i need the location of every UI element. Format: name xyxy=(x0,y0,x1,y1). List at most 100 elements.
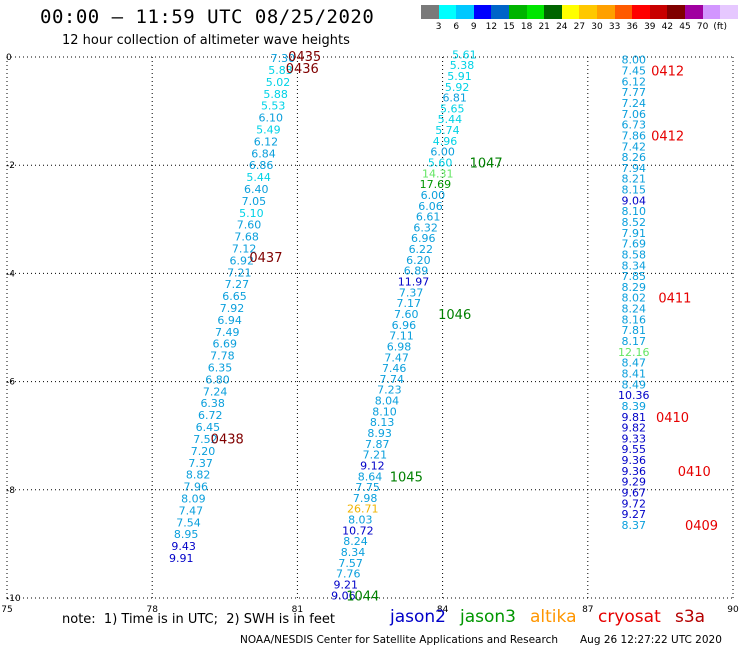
scale-label: 15 xyxy=(503,22,515,32)
y-tick-label: -10 xyxy=(6,594,21,604)
wave-height-value: 7.98 xyxy=(353,492,378,505)
wave-height-value: 7.23 xyxy=(377,384,402,397)
wave-height-value: 8.17 xyxy=(622,335,647,348)
scale-label: 27 xyxy=(573,22,586,32)
wave-height-value: 8.39 xyxy=(622,400,647,413)
y-tick-label: 0 xyxy=(6,53,12,63)
wave-height-value: 7.37 xyxy=(188,457,213,470)
scale-swatch xyxy=(737,5,740,19)
wave-height-value: 8.34 xyxy=(341,546,366,559)
wave-height-value: 7.45 xyxy=(622,65,647,78)
scale-swatch xyxy=(720,5,738,19)
scale-swatch xyxy=(421,5,439,19)
wave-height-value: 14.31 xyxy=(422,167,454,180)
satellite-label-jason3: jason3 xyxy=(460,607,516,627)
wave-height-value: 6.40 xyxy=(244,183,269,196)
wave-height-value: 9.91 xyxy=(169,552,194,565)
wave-height-value: 5.44 xyxy=(438,113,463,126)
wave-height-value: 8.04 xyxy=(375,395,400,408)
wave-height-value: 7.68 xyxy=(234,231,259,244)
wave-height-value: 9.06 xyxy=(331,589,356,602)
wave-height-value: 7.85 xyxy=(622,270,647,283)
y-tick-label: -4 xyxy=(6,269,15,279)
wave-height-value: 8.47 xyxy=(622,357,647,370)
wave-height-value: 7.20 xyxy=(191,445,216,458)
wave-height-value: 7.91 xyxy=(622,227,647,240)
wave-height-value: 8.00 xyxy=(622,54,647,67)
wave-height-value: 4.96 xyxy=(433,135,458,148)
pass-time-label: 0410 xyxy=(678,465,711,480)
wave-height-value: 6.72 xyxy=(198,409,223,422)
wave-height-value: 9.04 xyxy=(622,194,647,207)
wave-height-value: 6.86 xyxy=(249,159,274,172)
wave-height-value: 12.16 xyxy=(618,346,650,359)
wave-height-value: 8.64 xyxy=(358,470,383,483)
wave-height-value: 26.71 xyxy=(347,503,379,516)
wave-height-value: 6.00 xyxy=(421,189,446,202)
wave-height-value: 8.10 xyxy=(622,205,647,218)
wave-height-value: 5.74 xyxy=(435,124,460,137)
pass-time-label: 0410 xyxy=(656,411,689,426)
wave-height-value: 6.32 xyxy=(413,221,438,234)
scale-swatch xyxy=(667,5,685,19)
wave-height-value: 7.94 xyxy=(622,162,647,175)
wave-height-value: 7.42 xyxy=(622,140,647,153)
wave-height-value: 6.12 xyxy=(254,135,279,148)
wave-height-value: 6.35 xyxy=(208,362,233,375)
pass-time-label: 0412 xyxy=(651,129,684,144)
y-tick-label: -8 xyxy=(6,486,15,496)
scale-swatch xyxy=(649,5,668,19)
pass-time-label: 0438 xyxy=(211,432,244,447)
wave-height-value: 6.84 xyxy=(251,147,276,160)
wave-height-value: 8.29 xyxy=(622,281,647,294)
wave-height-value: 6.98 xyxy=(387,340,412,353)
pass-time-label: 1045 xyxy=(390,470,423,485)
scale-label: 70 xyxy=(696,22,709,32)
wave-height-value: 6.38 xyxy=(200,397,225,410)
scale-swatch xyxy=(438,5,457,19)
wave-height-value: 6.20 xyxy=(406,254,431,267)
wave-height-value: 6.22 xyxy=(409,243,434,256)
wave-height-value: 7.75 xyxy=(355,481,380,494)
scale-label: 39 xyxy=(644,22,656,32)
wave-height-value: 7.52 xyxy=(193,433,218,446)
scale-swatch xyxy=(596,5,615,19)
wave-height-value: 5.44 xyxy=(246,171,271,184)
x-tick-label: 84 xyxy=(437,605,449,615)
wave-height-value: 7.37 xyxy=(399,286,424,299)
wave-height-value: 8.03 xyxy=(348,514,373,527)
wave-height-value: 6.80 xyxy=(205,373,230,386)
wave-height-value: 10.36 xyxy=(618,389,650,402)
pass-time-label: 0435 xyxy=(288,50,321,65)
wave-height-value: 6.65 xyxy=(222,290,247,303)
scale-label: 12 xyxy=(485,22,498,32)
wave-height-value: 9.27 xyxy=(622,508,647,521)
wave-height-value: 6.96 xyxy=(392,319,417,332)
wave-height-value: 7.57 xyxy=(338,557,363,570)
scale-label: 30 xyxy=(591,22,603,32)
wave-height-value: 7.96 xyxy=(184,481,209,494)
scale-label: 9 xyxy=(470,22,477,32)
footer-timestamp: Aug 26 12:27:22 UTC 2020 xyxy=(580,634,722,646)
pass-time-label: 1044 xyxy=(346,589,379,604)
scale-swatch xyxy=(456,5,474,19)
pass-time-label: 1047 xyxy=(470,156,503,171)
scale-label: 45 xyxy=(679,22,691,32)
wave-height-value: 7.86 xyxy=(622,129,647,142)
pass-time-label: 0437 xyxy=(249,251,282,266)
satellite-label-cryosat: cryosat xyxy=(598,607,661,627)
scale-swatch xyxy=(632,5,650,19)
wave-height-value: 8.58 xyxy=(622,248,647,261)
wave-height-value: 6.81 xyxy=(442,92,467,105)
wave-height-value: 11.97 xyxy=(398,276,430,289)
satellite-label-altika: altika xyxy=(530,607,577,627)
wave-height-value: 5.60 xyxy=(428,156,453,169)
wave-height-value: 7.74 xyxy=(380,373,405,386)
wave-height-value: 8.95 xyxy=(174,528,199,541)
pass-time-label: 0409 xyxy=(685,519,718,534)
wave-height-value: 8.26 xyxy=(622,151,647,164)
wave-height-color-scale xyxy=(421,5,740,19)
scale-label: 42 xyxy=(661,22,674,32)
wave-height-value: 7.27 xyxy=(225,278,250,291)
wave-height-value: 6.69 xyxy=(213,338,238,351)
